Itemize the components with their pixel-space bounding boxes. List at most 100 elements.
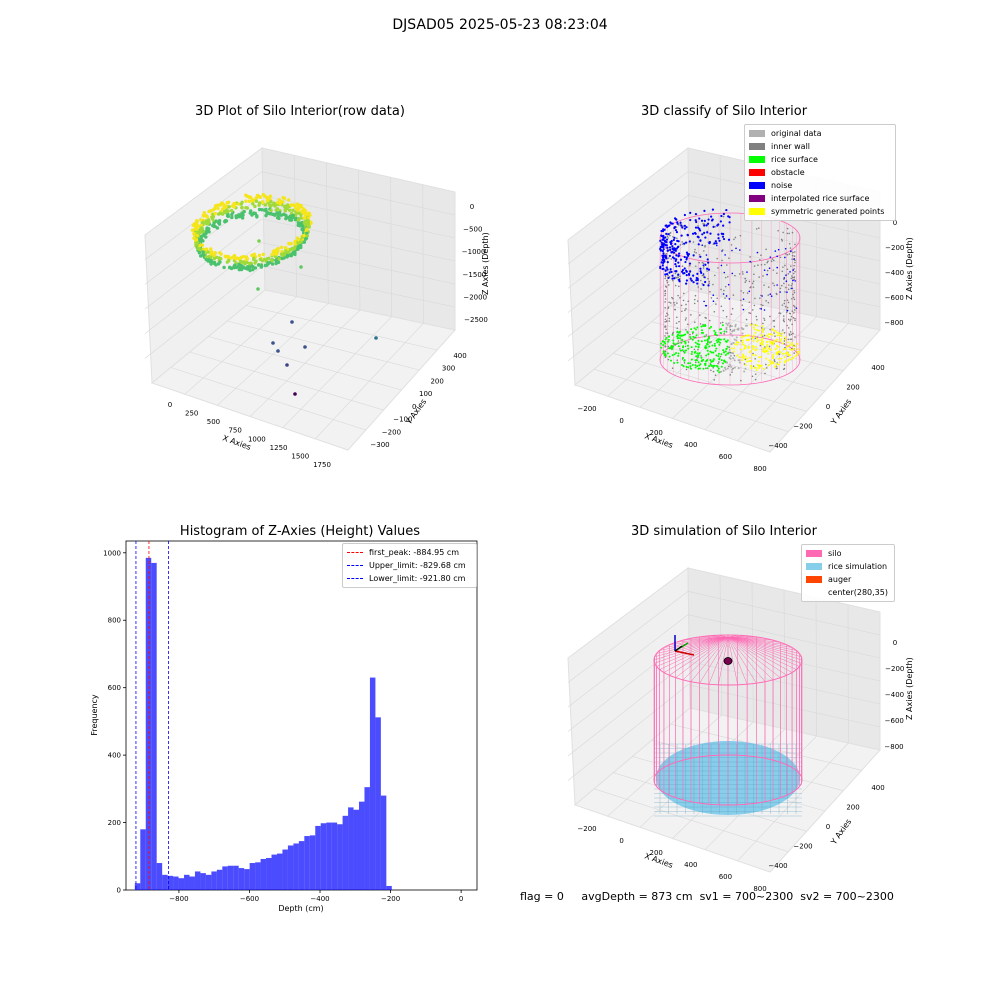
classify-surface-point xyxy=(679,349,682,352)
classify-noise-point xyxy=(676,221,679,224)
classify-noise-point xyxy=(702,264,705,267)
classify-wall-point xyxy=(783,318,785,320)
raw-point xyxy=(207,218,211,222)
raw-outlier-point xyxy=(276,349,280,353)
classify-legend-label: obstacle xyxy=(771,168,805,177)
classify-noise-point xyxy=(785,274,787,276)
raw-point xyxy=(292,250,297,254)
classify-wall-point xyxy=(694,265,697,267)
classify-wall-point xyxy=(793,276,796,279)
classify-noise-point xyxy=(738,249,741,251)
classify-surface-point xyxy=(787,354,790,357)
raw-point xyxy=(217,256,222,260)
classify-wall-point xyxy=(791,276,794,279)
classify-surface-point xyxy=(673,362,676,365)
raw-point xyxy=(222,204,226,208)
classify-wall-point xyxy=(721,321,724,324)
classify-noise-point xyxy=(776,284,778,286)
raw-point xyxy=(257,201,262,205)
silo-roof-line xyxy=(727,636,787,646)
classify-surface-point xyxy=(696,352,699,355)
classify-wall-point xyxy=(768,345,771,348)
simulation-z-tick-label: −200 xyxy=(885,665,904,673)
classify-surface-point xyxy=(790,348,793,351)
classify-noise-point xyxy=(659,239,662,243)
classify-surface-point xyxy=(712,365,715,368)
histogram-panel-title: Histogram of Z-Axies (Height) Values xyxy=(179,524,421,539)
classify-noise-point xyxy=(706,258,709,261)
classify-wall-point xyxy=(729,374,732,376)
classify-wall-point xyxy=(762,275,764,277)
classify-wall-point xyxy=(709,290,711,293)
classify-wall-point xyxy=(787,318,790,321)
classify-surface-point xyxy=(718,371,721,374)
classify-noise-point xyxy=(794,280,796,282)
classify-surface-point xyxy=(747,339,750,342)
classify-wall-point xyxy=(764,346,766,348)
classify-wall-point xyxy=(685,317,687,319)
classify-surface-point xyxy=(739,348,742,351)
classify-wall-point xyxy=(665,320,668,323)
classify-surface-point xyxy=(781,342,784,345)
classify-surface-point xyxy=(767,336,770,339)
classify-surface-point xyxy=(719,331,722,334)
classify-noise-point xyxy=(694,219,697,222)
classify-wall-point xyxy=(789,331,792,333)
classify-x-tick-label: 200 xyxy=(650,429,663,437)
classify-noise-point xyxy=(727,283,730,286)
classify-wall-point xyxy=(693,348,696,351)
classify-surface-point xyxy=(713,329,716,332)
classify-wall-point xyxy=(687,341,690,343)
classify-wall-point xyxy=(720,370,722,373)
classify-noise-point xyxy=(703,209,706,212)
classify-noise-point xyxy=(703,300,705,303)
classify-wall-point xyxy=(764,372,766,375)
classify-z-tick-label: −200 xyxy=(885,244,904,252)
classify-wall-point xyxy=(684,319,687,321)
classify-wall-point xyxy=(672,297,674,300)
classify-wall-point xyxy=(745,279,748,282)
classify-wall-point xyxy=(679,244,682,246)
classify-noise-point xyxy=(679,221,682,224)
histogram-bar xyxy=(293,843,299,890)
raw-point xyxy=(199,234,204,239)
raw-x-tick-label: 0 xyxy=(168,401,172,409)
raw-point xyxy=(305,227,309,231)
raw-y-tick-label: 400 xyxy=(453,352,466,360)
classify-surface-point xyxy=(698,343,701,346)
raw-point xyxy=(225,254,229,259)
classify-surface-point xyxy=(732,352,735,355)
classify-surface-point xyxy=(763,350,766,353)
classify-surface-point xyxy=(703,335,706,338)
classify-noise-point xyxy=(776,255,778,258)
raw-y-tick-label: −100 xyxy=(393,416,412,424)
classify-wall-point xyxy=(793,251,796,253)
classify-surface-point xyxy=(687,347,690,350)
classify-surface-point xyxy=(766,343,769,346)
gridline xyxy=(567,195,689,289)
classify-wall-point xyxy=(726,264,728,266)
classify-surface-point xyxy=(755,346,758,349)
raw-point xyxy=(192,232,196,236)
classify-wall-point xyxy=(793,309,796,311)
raw-y-tick-label: 300 xyxy=(442,365,455,373)
raw-point xyxy=(279,245,284,250)
histogram-x-tick-label: −200 xyxy=(381,895,400,903)
raw-point xyxy=(274,208,278,212)
classify-surface-point xyxy=(741,335,744,338)
classify-wall-point xyxy=(694,248,696,251)
avg-depth-value: avgDepth = 873 cm xyxy=(581,890,693,903)
raw-point xyxy=(248,265,252,269)
classify-wall-point xyxy=(740,379,742,382)
classify-surface-point xyxy=(751,347,754,350)
raw-point xyxy=(289,241,293,246)
classify-wall-point xyxy=(664,356,667,359)
classify-wall-point xyxy=(664,350,667,353)
classify-noise-point xyxy=(675,265,678,268)
raw-y-tick-label: 200 xyxy=(430,377,443,385)
histogram-y-tick-label: 800 xyxy=(108,617,121,625)
classify-wall-point xyxy=(681,243,684,245)
classify-wall-point xyxy=(758,276,760,278)
classify-noise-point xyxy=(692,274,695,277)
classify-surface-point xyxy=(695,334,698,337)
